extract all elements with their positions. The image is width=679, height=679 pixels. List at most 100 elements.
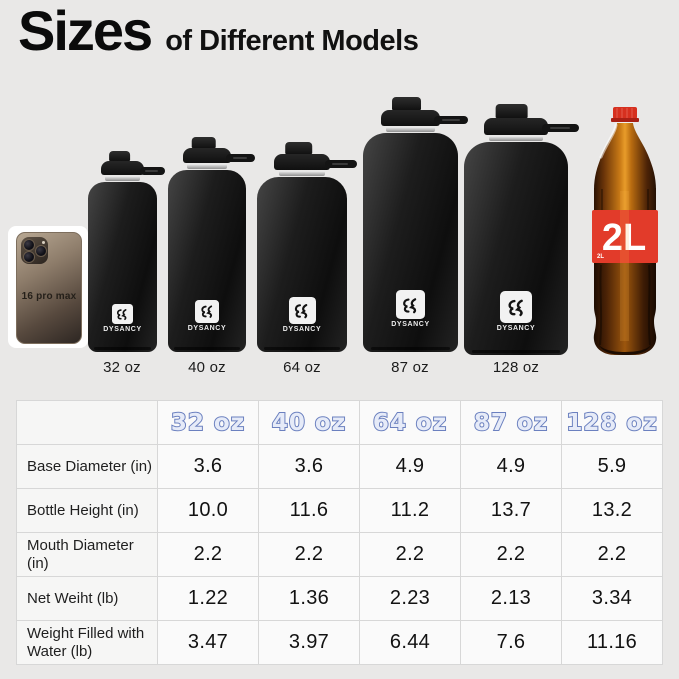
table-corner-cell [17, 401, 158, 445]
bottle-spout [192, 137, 216, 149]
page-title: Sizes of Different Models [18, 0, 419, 62]
brand-name: DYSANCY [187, 324, 227, 332]
phone-label: 16 pro max [21, 291, 77, 302]
bottle-neck-ring [385, 127, 436, 132]
bottle-spout [109, 151, 130, 162]
brand-logo-icon [500, 291, 532, 323]
bottle-body: DYSANCY [88, 182, 157, 352]
bottle-spout [392, 97, 421, 110]
brand-name: DYSANCY [391, 320, 430, 328]
phone-image: 16 pro max [16, 232, 82, 344]
bottle-size-label-87oz: 87 oz [391, 359, 429, 376]
table-header-128oz: 128 oz [562, 401, 663, 445]
phone-camera-module [21, 237, 48, 264]
bottle-size-label-40oz: 40 oz [188, 359, 226, 376]
title-main: Sizes [18, 0, 153, 62]
cell-net-weight-40oz: 1.36 [259, 577, 360, 621]
cola-2l-text: 2L [602, 217, 646, 259]
bottle-cap [483, 117, 580, 135]
row-label-weight-filled: Weight Filled with Water (lb) [17, 621, 158, 665]
bottle-handle [324, 160, 357, 169]
bottle-body: DYSANCY [168, 170, 246, 352]
phone-card: 16 pro max [8, 226, 88, 348]
table-header-87oz: 87 oz [461, 401, 562, 445]
bottle-body: DYSANCY [464, 142, 568, 355]
bottle-cap [381, 109, 469, 126]
cola-2l-small-text: 2L [597, 254, 604, 260]
spec-table: 32 oz 40 oz 64 oz 87 oz 128 oz Base Diam… [16, 400, 663, 665]
cell-net-weight-32oz: 1.22 [158, 577, 259, 621]
cell-bottle-height-32oz: 10.0 [158, 489, 259, 533]
bottle-body: DYSANCY [363, 133, 458, 352]
cell-weight-filled-64oz: 6.44 [360, 621, 461, 665]
bottle-128oz: DYSANCY [464, 104, 580, 355]
cell-net-weight-64oz: 2.23 [360, 577, 461, 621]
row-label-mouth-diameter: Mouth Diameter (in) [17, 533, 158, 577]
brand-logo-icon [112, 303, 133, 325]
table-header-64oz: 64 oz [360, 401, 461, 445]
cell-base-diameter-32oz: 3.6 [158, 445, 259, 489]
row-label-base-diameter: Base Diameter (in) [17, 445, 158, 489]
cell-net-weight-87oz: 2.13 [461, 577, 562, 621]
brand-name: DYSANCY [103, 326, 142, 334]
cell-mouth-diameter-32oz: 2.2 [158, 533, 259, 577]
cell-mouth-diameter-128oz: 2.2 [562, 533, 663, 577]
brand-logo: DYSANCY [168, 299, 246, 332]
cell-bottle-height-128oz: 13.2 [562, 489, 663, 533]
cell-base-diameter-40oz: 3.6 [259, 445, 360, 489]
cell-weight-filled-32oz: 3.47 [158, 621, 259, 665]
bottle-cap [101, 161, 165, 175]
camera-lens-icon [35, 245, 47, 257]
cell-base-diameter-128oz: 5.9 [562, 445, 663, 489]
brand-name: DYSANCY [496, 324, 536, 332]
cell-mouth-diameter-40oz: 2.2 [259, 533, 360, 577]
bottle-handle [541, 124, 580, 133]
brand-logo-icon [195, 299, 219, 323]
bottle-handle [434, 115, 469, 124]
bottle-neck-ring [104, 176, 141, 181]
brand-logo: DYSANCY [257, 296, 347, 333]
brand-logo-icon [288, 296, 316, 324]
cell-net-weight-128oz: 3.34 [562, 577, 663, 621]
cola-cap [613, 107, 637, 119]
table-header-40oz: 40 oz [259, 401, 360, 445]
cola-label [592, 210, 658, 263]
cell-base-diameter-87oz: 4.9 [461, 445, 562, 489]
camera-lens-icon [23, 239, 35, 251]
cell-mouth-diameter-87oz: 2.2 [461, 533, 562, 577]
bottle-neck-ring [186, 164, 228, 169]
cell-mouth-diameter-64oz: 2.2 [360, 533, 461, 577]
bottle-neck-ring [488, 136, 544, 141]
bottle-size-label-32oz: 32 oz [103, 359, 141, 376]
brand-name: DYSANCY [282, 325, 322, 333]
cell-base-diameter-64oz: 4.9 [360, 445, 461, 489]
brand-logo-icon [396, 290, 425, 319]
bottle-spout [496, 104, 528, 118]
cell-weight-filled-128oz: 11.16 [562, 621, 663, 665]
title-sub: of Different Models [165, 25, 419, 57]
cell-weight-filled-87oz: 7.6 [461, 621, 562, 665]
table-header-32oz: 32 oz [158, 401, 259, 445]
cell-bottle-height-40oz: 11.6 [259, 489, 360, 533]
cell-bottle-height-87oz: 13.7 [461, 489, 562, 533]
cell-weight-filled-40oz: 3.97 [259, 621, 360, 665]
bottle-handle [139, 166, 165, 175]
brand-logo: DYSANCY [88, 303, 157, 334]
cola-bottle-2l: 2L 2L [587, 107, 663, 355]
bottle-body: DYSANCY [257, 177, 347, 352]
cell-bottle-height-64oz: 11.2 [360, 489, 461, 533]
bottle-spout [284, 142, 312, 155]
camera-lens-icon [23, 251, 35, 263]
bottle-size-label-64oz: 64 oz [283, 359, 321, 376]
bottle-64oz: DYSANCY [257, 142, 357, 352]
bottle-87oz: DYSANCY [363, 97, 469, 352]
bottle-size-label-128oz: 128 oz [492, 359, 540, 376]
row-label-bottle-height: Bottle Height (in) [17, 489, 158, 533]
bottle-handle [226, 153, 255, 162]
bottle-40oz: DYSANCY [168, 137, 255, 352]
bottle-cap [182, 148, 255, 163]
row-label-net-weight: Net Weiht (lb) [17, 577, 158, 621]
bottle-32oz: DYSANCY [88, 151, 165, 352]
brand-logo: DYSANCY [363, 290, 458, 328]
